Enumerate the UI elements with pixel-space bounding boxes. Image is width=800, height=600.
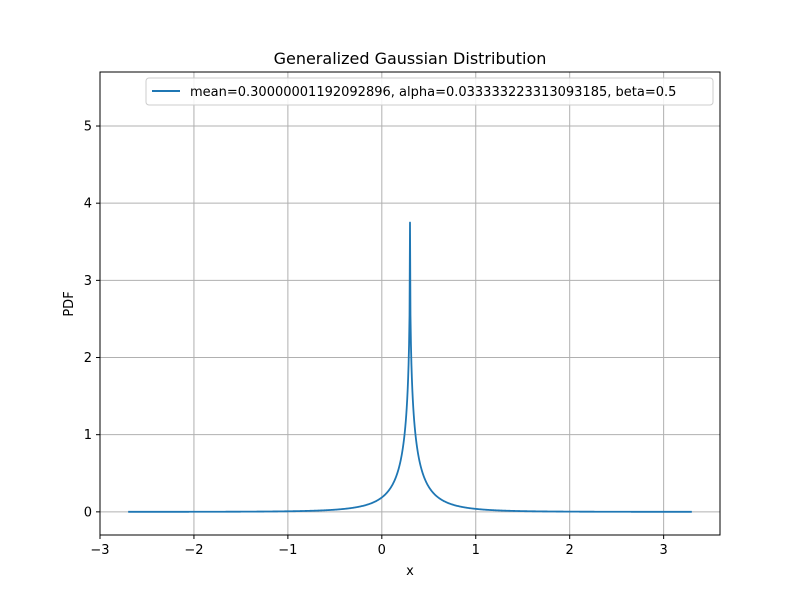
- series-line: [127, 221, 693, 513]
- y-tick-label: 5: [84, 120, 92, 135]
- y-axis-label: PDF: [62, 291, 77, 316]
- plot-frame: [99, 71, 721, 536]
- x-tick-label: 0: [378, 543, 386, 558]
- x-axis-label: x: [406, 564, 414, 579]
- x-tick-label: 2: [566, 543, 574, 558]
- y-tick-label: 4: [84, 197, 92, 212]
- y-tick-label: 2: [84, 351, 92, 366]
- chart-title: Generalized Gaussian Distribution: [274, 49, 547, 68]
- x-tick-label: 3: [659, 543, 667, 558]
- legend-label: mean=0.30000001192092896, alpha=0.033333…: [190, 85, 676, 100]
- y-axis-ticks: 0 1 2 3 4 5: [84, 120, 100, 520]
- legend-box: [145, 77, 714, 106]
- x-axis-ticks: −3 −2 −1 0 1 2 3: [90, 535, 668, 558]
- legend: mean=0.30000001192092896, alpha=0.033333…: [145, 77, 714, 106]
- x-tick-label: −1: [278, 543, 297, 558]
- y-tick-label: 0: [84, 505, 92, 520]
- x-tick-label: 1: [472, 543, 480, 558]
- y-tick-label: 1: [84, 428, 92, 443]
- series-layer: [127, 221, 693, 513]
- x-tick-label: −3: [90, 543, 109, 558]
- y-tick-label: 3: [84, 274, 92, 289]
- x-tick-label: −2: [184, 543, 203, 558]
